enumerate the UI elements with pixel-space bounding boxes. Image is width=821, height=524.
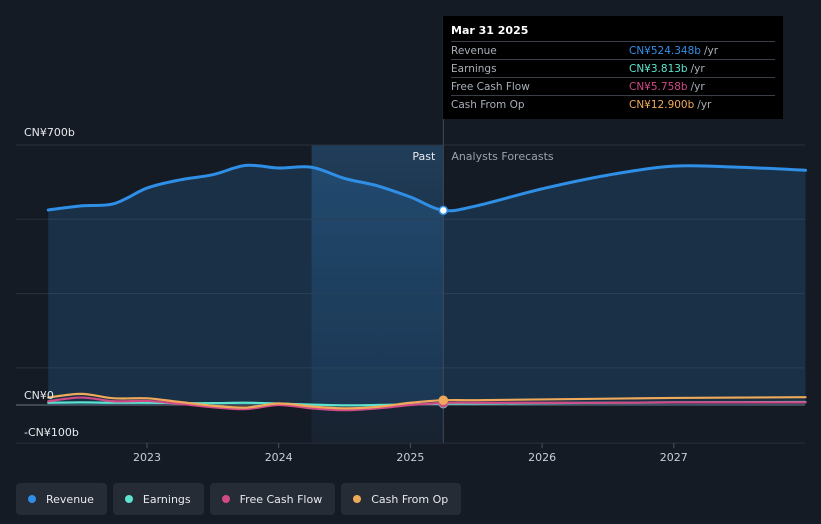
forecast-label: Analysts Forecasts [451, 150, 554, 163]
tooltip-value: CN¥3.813b [629, 62, 688, 75]
tooltip-value: CN¥12.900b [629, 98, 695, 111]
x-tick-label: 2024 [265, 451, 293, 464]
y-axis-top-label: CN¥700b [24, 126, 75, 139]
tooltip-row-cash-from-op: Cash From Op CN¥12.900b /yr [451, 95, 775, 113]
tooltip-row-free-cash-flow: Free Cash Flow CN¥5.758b /yr [451, 77, 775, 95]
chart-area: CN¥700b CN¥0 -CN¥100b Past Analysts Fore… [16, 16, 807, 464]
legend-label: Earnings [142, 492, 191, 506]
tooltip-value: CN¥5.758b [629, 80, 688, 93]
x-tick-label: 2025 [396, 451, 424, 464]
x-tick-label: 2027 [660, 451, 688, 464]
chart-legend: Revenue Earnings Free Cash Flow Cash Fro… [16, 483, 462, 515]
data-tooltip: Mar 31 2025 Revenue CN¥524.348b /yr Earn… [443, 16, 783, 119]
legend-item-earnings[interactable]: Earnings [112, 483, 204, 515]
tooltip-value: CN¥524.348b [629, 44, 701, 57]
y-axis-bottom-label: -CN¥100b [24, 426, 79, 439]
revenue-line [46, 163, 807, 213]
tooltip-label: Free Cash Flow [451, 80, 530, 93]
tooltip-label: Revenue [451, 44, 497, 57]
tooltip-row-earnings: Earnings CN¥3.813b /yr [451, 59, 775, 77]
legend-dot-icon [124, 495, 133, 503]
legend-label: Revenue [46, 492, 94, 506]
legend-label: Cash From Op [371, 492, 449, 506]
revenue-point [438, 205, 449, 216]
revenue-area [48, 165, 806, 405]
legend-dot-icon [28, 495, 36, 503]
tooltip-date: Mar 31 2025 [451, 24, 529, 37]
legend-item-cash-from-op[interactable]: Cash From Op [341, 483, 462, 515]
y-axis-zero-label: CN¥0 [24, 389, 54, 402]
legend-dot-icon [221, 495, 230, 503]
tooltip-unit: /yr [690, 62, 705, 75]
tooltip-row-revenue: Revenue CN¥524.348b /yr [451, 41, 775, 59]
tooltip-label: Earnings [451, 62, 497, 75]
x-tick-label: 2023 [133, 451, 161, 464]
legend-item-revenue[interactable]: Revenue [16, 483, 107, 515]
legend-label: Free Cash Flow [239, 492, 323, 506]
past-label: Past [412, 150, 436, 163]
legend-item-free-cash-flow[interactable]: Free Cash Flow [209, 483, 336, 515]
x-tick-label: 2026 [528, 451, 556, 464]
tooltip-label: Cash From Op [451, 98, 525, 111]
cash-from-op-line [47, 392, 807, 410]
tooltip-unit: /yr [703, 44, 719, 57]
tooltip-unit: /yr [690, 80, 705, 93]
legend-dot-icon [353, 495, 362, 503]
free-cash-flow-line [47, 396, 807, 412]
cash-from-op-point [438, 395, 449, 405]
tooltip-unit: /yr [697, 98, 712, 111]
